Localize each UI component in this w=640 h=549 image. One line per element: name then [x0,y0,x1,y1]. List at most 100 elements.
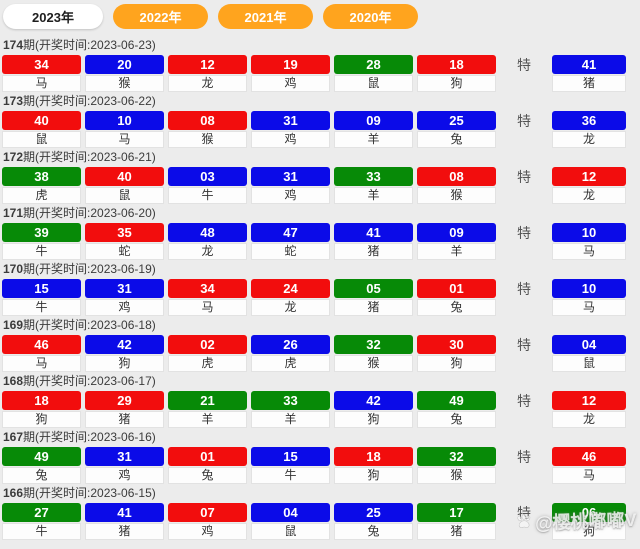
zodiac-label: 鸡 [85,299,164,316]
period-number: 172 [3,150,24,164]
zodiac-label: 羊 [168,411,247,428]
period-number: 171 [3,206,24,220]
number-cell: 09 羊 [417,223,496,260]
number-cells: 49 兔 31 鸡 01 兔 15 牛 18 狗 32 猴 特 46 马 [2,447,640,484]
year-tab-2021[interactable]: 2021年 [218,4,313,29]
draw-result-row: 168期(开奖时间:2023-06-17) 18 狗 29 猪 21 羊 33 … [0,374,640,430]
number-cell: 02 虎 [168,335,247,372]
zodiac-label: 狗 [2,411,81,428]
special-marker: 特 [517,225,531,241]
year-tab-2020[interactable]: 2020年 [323,4,418,29]
ball-number: 39 [2,223,81,242]
year-tab-2023[interactable]: 2023年 [3,4,103,29]
number-cell: 41 猪 [334,223,413,260]
zodiac-label: 牛 [168,187,247,204]
zodiac-label: 羊 [334,131,413,148]
ball-number: 49 [417,391,496,410]
number-cell: 12 龙 [168,55,247,92]
draw-result-row: 172期(开奖时间:2023-06-21) 38 虎 40 鼠 03 牛 31 … [0,150,640,206]
number-cells: 27 牛 41 猪 07 鸡 04 鼠 25 兔 17 猪 特 06 狗 [2,503,640,540]
ball-number: 34 [2,55,81,74]
draw-result-row: 170期(开奖时间:2023-06-19) 15 牛 31 鸡 34 马 24 … [0,262,640,318]
special-number-cell: 41 猪 [552,55,626,92]
number-cell: 40 鼠 [85,167,164,204]
zodiac-label: 蛇 [85,243,164,260]
zodiac-label: 鼠 [251,523,330,540]
zodiac-label: 鸡 [251,131,330,148]
ball-number: 02 [168,335,247,354]
number-cell: 07 鸡 [168,503,247,540]
ball-number: 10 [552,223,626,242]
zodiac-label: 狗 [334,467,413,484]
zodiac-label: 鸡 [85,467,164,484]
period-draw-time: 期(开奖时间:2023-06-15) [23,486,156,500]
draw-period-header: 167期(开奖时间:2023-06-16) [0,430,640,445]
number-cell: 25 兔 [334,503,413,540]
period-number: 170 [3,262,24,276]
period-number: 174 [3,38,24,52]
draw-period-header: 170期(开奖时间:2023-06-19) [0,262,640,277]
draw-period-header: 174期(开奖时间:2023-06-23) [0,38,640,53]
number-cell: 48 龙 [168,223,247,260]
year-tab-2022[interactable]: 2022年 [113,4,208,29]
ball-number: 33 [334,167,413,186]
ball-number: 15 [2,279,81,298]
number-cell: 04 鼠 [251,503,330,540]
number-cell: 08 猴 [417,167,496,204]
zodiac-label: 兔 [334,523,413,540]
special-marker: 特 [517,113,531,129]
number-cells: 15 牛 31 鸡 34 马 24 龙 05 猪 01 兔 特 10 马 [2,279,640,316]
draw-period-header: 166期(开奖时间:2023-06-15) [0,486,640,501]
ball-number: 25 [417,111,496,130]
ball-number: 31 [85,279,164,298]
draw-period-header: 171期(开奖时间:2023-06-20) [0,206,640,221]
zodiac-label: 猴 [417,187,496,204]
number-cell: 08 猴 [168,111,247,148]
special-marker: 特 [517,449,531,465]
period-number: 167 [3,430,24,444]
period-draw-time: 期(开奖时间:2023-06-19) [23,262,156,276]
number-cell: 26 虎 [251,335,330,372]
zodiac-label: 猪 [552,75,626,92]
ball-number: 42 [334,391,413,410]
zodiac-label: 狗 [85,355,164,372]
ball-number: 31 [251,167,330,186]
number-cell: 15 牛 [251,447,330,484]
ball-number: 25 [334,503,413,522]
ball-number: 36 [552,111,626,130]
number-cell: 15 牛 [2,279,81,316]
ball-number: 18 [417,55,496,74]
number-cell: 49 兔 [417,391,496,428]
ball-number: 29 [85,391,164,410]
number-cell: 01 兔 [417,279,496,316]
number-cell: 31 鸡 [85,279,164,316]
ball-number: 46 [2,335,81,354]
zodiac-label: 猪 [85,411,164,428]
zodiac-label: 龙 [251,299,330,316]
zodiac-label: 龙 [168,75,247,92]
number-cells: 46 马 42 狗 02 虎 26 虎 32 猴 30 狗 特 04 鼠 [2,335,640,372]
zodiac-label: 马 [552,299,626,316]
zodiac-label: 龙 [552,411,626,428]
zodiac-label: 猴 [168,131,247,148]
zodiac-label: 兔 [168,467,247,484]
ball-number: 41 [85,503,164,522]
ball-number: 31 [251,111,330,130]
zodiac-label: 牛 [2,243,81,260]
special-marker: 特 [517,393,531,409]
ball-number: 08 [168,111,247,130]
special-number-cell: 10 马 [552,223,626,260]
period-number: 173 [3,94,24,108]
number-cell: 31 鸡 [251,167,330,204]
zodiac-label: 狗 [417,75,496,92]
draw-result-row: 166期(开奖时间:2023-06-15) 27 牛 41 猪 07 鸡 04 … [0,486,640,542]
ball-number: 09 [417,223,496,242]
number-cell: 25 兔 [417,111,496,148]
ball-number: 03 [168,167,247,186]
number-cells: 34 马 20 猴 12 龙 19 鸡 28 鼠 18 狗 特 41 猪 [2,55,640,92]
number-cell: 42 狗 [334,391,413,428]
zodiac-label: 羊 [251,411,330,428]
special-marker: 特 [517,505,531,521]
zodiac-label: 羊 [334,187,413,204]
number-cell: 01 兔 [168,447,247,484]
